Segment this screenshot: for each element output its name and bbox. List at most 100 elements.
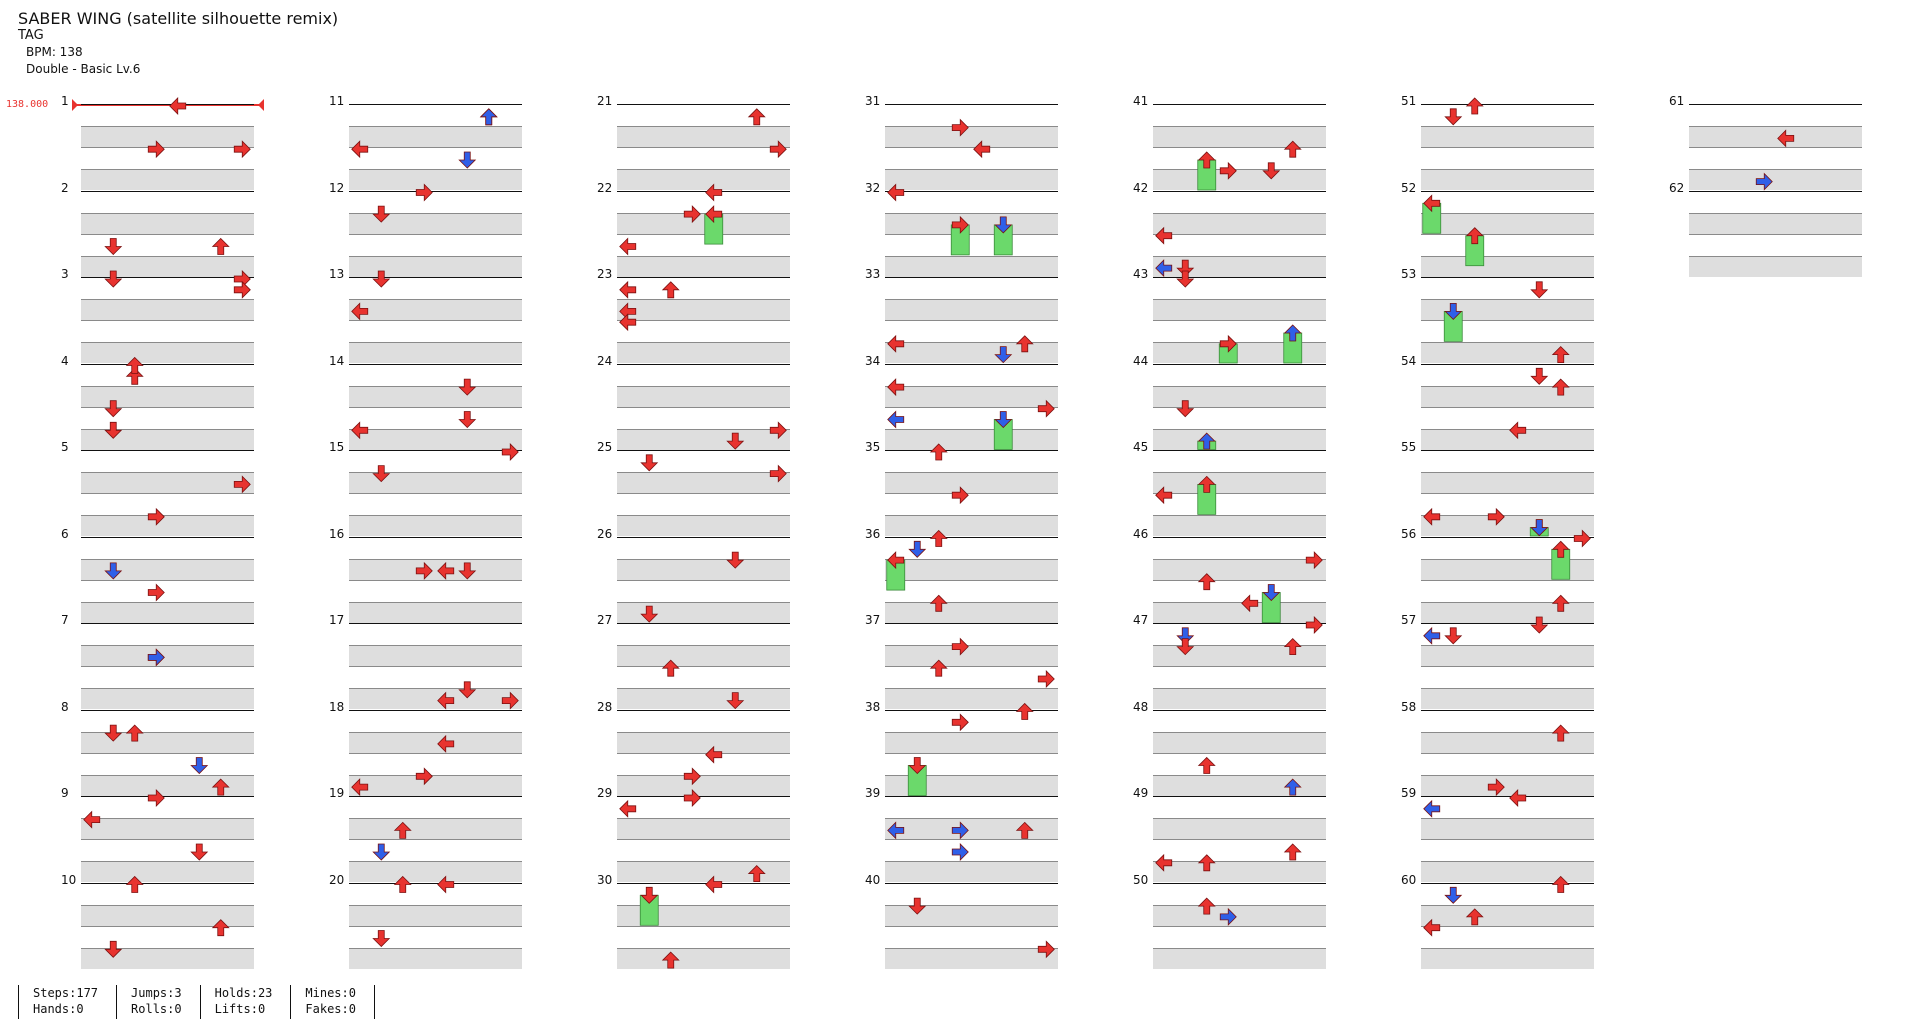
step-arrow (951, 713, 969, 732)
step-arrow (661, 281, 680, 299)
step-arrow (908, 897, 927, 915)
step-arrow (372, 843, 391, 861)
step-arrow (1283, 778, 1302, 796)
step-arrow (1551, 346, 1570, 364)
measure-7 (81, 623, 254, 709)
step-arrow (705, 875, 723, 894)
measure-number: 32 (865, 180, 881, 195)
step-arrow (1551, 540, 1570, 558)
measure-number: 49 (1133, 786, 1149, 800)
measure-number: 22 (597, 180, 613, 195)
step-arrow (1176, 270, 1195, 288)
measure-32 (885, 190, 1058, 277)
measure-12 (349, 190, 522, 277)
bpm-line-end-marker (258, 99, 264, 111)
fakes-count: Fakes:0 (305, 1002, 356, 1016)
step-arrow (1444, 302, 1463, 320)
step-arrow (147, 789, 165, 807)
measure-number: 58 (1401, 699, 1417, 714)
step-arrow (211, 919, 230, 937)
measure-23 (617, 277, 790, 363)
measure-28 (617, 709, 790, 796)
step-arrow (1197, 151, 1216, 169)
step-arrow (501, 691, 519, 710)
step-arrow (437, 734, 455, 753)
measure-41 (1153, 104, 1326, 190)
measure-22 (617, 190, 790, 277)
step-arrow (458, 151, 477, 169)
step-arrow (1423, 799, 1441, 818)
measure-13 (349, 277, 522, 363)
step-arrow (747, 108, 766, 126)
stats-column: Jumps:3 Rolls:0 (116, 985, 200, 1019)
step-arrow (887, 183, 905, 202)
step-arrow (619, 313, 637, 332)
measure-27 (617, 623, 790, 709)
measure-46 (1153, 536, 1326, 623)
measure-number: 37 (865, 613, 881, 627)
measure-61 (1689, 104, 1862, 190)
measure-number: 35 (865, 440, 881, 454)
step-arrow (887, 821, 905, 840)
measure-number: 43 (1133, 267, 1149, 281)
step-arrow (372, 465, 391, 483)
measure-15 (349, 450, 522, 536)
measure-55 (1421, 450, 1594, 536)
measure-number: 36 (865, 526, 881, 541)
song-header: SABER WING (satellite silhouette remix) … (18, 10, 338, 78)
step-arrow (415, 183, 433, 202)
measure-45 (1153, 450, 1326, 536)
measure-number: 1 (61, 94, 69, 108)
hands-count: Hands:0 (33, 1002, 84, 1016)
step-arrow (1444, 886, 1463, 904)
step-arrow (393, 821, 412, 839)
measure-58 (1421, 709, 1594, 796)
step-arrow (1551, 875, 1570, 893)
measure-9 (81, 796, 254, 882)
step-arrow (1155, 853, 1173, 872)
bpm-label: BPM: 138 (26, 45, 83, 59)
lifts-count: Lifts:0 (214, 1002, 266, 1016)
step-arrow (211, 237, 230, 255)
measure-number: 20 (329, 872, 345, 887)
stats-panel: Steps:177 Hands:0 Jumps:3 Rolls:0 Holds:… (18, 985, 375, 1019)
measure-number: 7 (61, 613, 69, 627)
measure-number: 39 (865, 786, 881, 800)
measure-48 (1153, 709, 1326, 796)
bpm-change-line (74, 104, 260, 106)
measure-number: 48 (1133, 699, 1149, 714)
measure-62 (1689, 190, 1862, 277)
step-arrow (1465, 97, 1484, 115)
step-arrow (1305, 616, 1323, 634)
measure-40 (885, 882, 1058, 969)
measure-number: 38 (865, 699, 881, 714)
measure-number: 19 (329, 786, 345, 800)
step-arrow (769, 421, 787, 440)
step-arrow (351, 778, 369, 797)
step-arrow (147, 648, 165, 667)
measure-number: 26 (597, 526, 613, 541)
step-arrow (190, 757, 209, 775)
step-arrow (951, 118, 969, 137)
step-arrow (908, 540, 927, 558)
step-arrow (1530, 616, 1549, 634)
step-arrow (929, 594, 948, 612)
measure-8 (81, 709, 254, 796)
measure-number: 53 (1401, 267, 1417, 281)
step-arrow (1487, 507, 1505, 526)
step-arrow (929, 529, 948, 547)
measure-number: 9 (61, 786, 69, 800)
step-arrow (769, 140, 787, 159)
step-arrow (233, 280, 251, 299)
step-arrow (1241, 594, 1259, 613)
measure-19 (349, 796, 522, 882)
stats-column: Steps:177 Hands:0 (18, 985, 116, 1019)
measure-number: 28 (597, 699, 613, 714)
step-arrow (458, 562, 477, 580)
measure-number: 42 (1133, 180, 1149, 195)
measure-number: 47 (1133, 613, 1149, 627)
step-arrow (372, 930, 391, 948)
step-arrow (951, 215, 969, 234)
step-arrow (147, 507, 165, 526)
measure-21 (617, 104, 790, 190)
